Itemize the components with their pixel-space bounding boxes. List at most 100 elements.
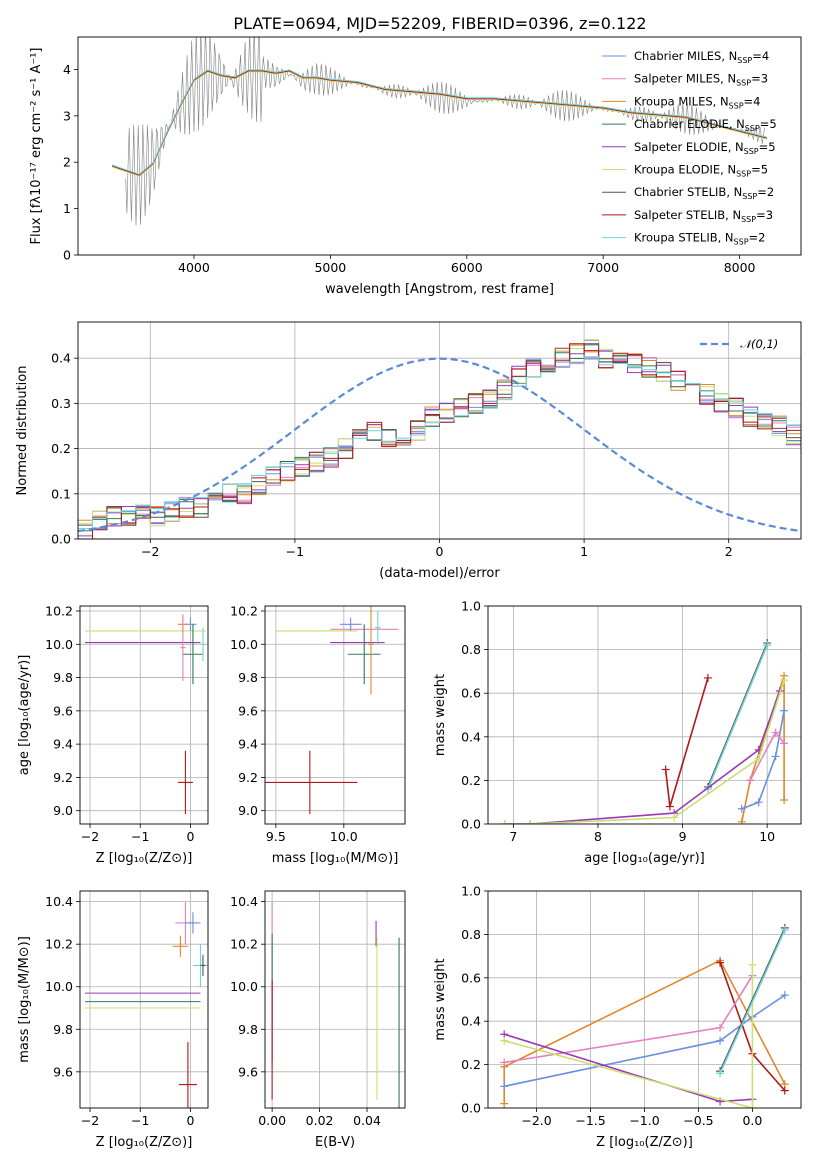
y-tick-label: 0.4 [461, 729, 481, 744]
panel-spectrum: 4000 5000 6000 7000 8000 0 1 2 3 4 Chabrier MILES,… [29, 36, 802, 297]
gaussian-curve [78, 357, 801, 533]
x-tick-label: 7000 [587, 260, 619, 275]
y-tick-label: 2 [63, 155, 71, 170]
y-tick-label: 0.0 [461, 817, 481, 832]
x-tick-label: 0.02 [306, 1113, 334, 1128]
x-axis-label: age [log₁₀(age/yr)] [584, 851, 705, 866]
legend-subscript: SSP [744, 147, 759, 156]
x-tick-label: 0 [186, 1113, 194, 1128]
x-tick-label: −2 [81, 829, 99, 844]
weight-marker [500, 1036, 509, 1045]
plot-area [111, 37, 768, 226]
weight-marker [670, 813, 679, 822]
y-axis-label: Normed distribution [15, 366, 30, 496]
weight-marker [716, 958, 725, 967]
y-tick-label: 9.8 [53, 1022, 73, 1037]
weight-marker [754, 798, 763, 807]
x-axis-label: mass [log₁₀(M/M⊙)] [272, 851, 399, 866]
y-axis-label: age [log₁₀(age/yr)] [17, 655, 32, 776]
x-tick-label: −1.0 [629, 1113, 659, 1128]
y-tick-label: 0.0 [51, 532, 71, 547]
y-tick-label: 1 [63, 201, 71, 216]
weight-marker [748, 960, 757, 969]
data-spectrum-line [125, 37, 765, 226]
panel-weight-vs-Z: −2.0 −1.5 −1.0 −0.5 0.0 0.0 0.2 0.4 0.6 0.8 1.0 Z [… [433, 884, 802, 1150]
x-tick-label: −1 [286, 544, 304, 559]
y-tick-label: 3 [63, 108, 71, 123]
legend-count: =3 [751, 72, 768, 86]
x-tick-label: 0.00 [258, 1113, 286, 1128]
x-tick-label: −0.5 [683, 1113, 713, 1128]
weight-marker [780, 706, 789, 715]
weight-line [719, 929, 786, 1074]
plot-area [265, 606, 405, 824]
weight-marker [780, 796, 789, 805]
y-tick-label: 9.2 [238, 770, 258, 785]
panel-age-vs-Z: −2 −1 0 9.0 9.2 9.4 9.6 9.8 10.0 10.2 Z [log₁₀(Z/Z… [17, 603, 209, 866]
axes-frame [77, 321, 802, 540]
weight-marker [748, 1104, 757, 1108]
legend-count: =5 [751, 163, 768, 177]
y-tick-label: 10.2 [230, 937, 258, 952]
y-tick-label: 9.4 [238, 737, 258, 752]
legend-label: Salpeter ELODIE, NSSP=5 [634, 140, 776, 156]
legend-label: Salpeter MILES, NSSP=3 [634, 72, 768, 88]
legend-count: =5 [759, 140, 776, 154]
legend-label: Kroupa MILES, NSSP=4 [634, 94, 760, 110]
plot-area [488, 891, 801, 1108]
legend-subscript: SSP [745, 124, 760, 133]
legend-count: =4 [752, 49, 769, 63]
weight-marker [703, 673, 712, 682]
weight-marker [780, 991, 789, 1000]
plot-area [488, 606, 801, 824]
y-tick-label: 10.2 [45, 603, 73, 618]
weight-marker [737, 817, 746, 824]
weight-line [504, 994, 786, 1088]
weight-line [707, 642, 768, 788]
y-axis-label: mass weight [433, 958, 448, 1040]
x-tick-label: 8000 [724, 260, 756, 275]
y-tick-label: 10.0 [230, 979, 258, 994]
y-tick-label: 9.8 [238, 670, 258, 685]
weight-marker [526, 820, 535, 824]
plot-area [80, 606, 208, 824]
y-tick-label: 10.4 [230, 894, 258, 909]
panel-mass-vs-Z: −2 −1 0 9.6 9.8 10.0 10.2 10.4 Z [log₁₀(Z/Z⊙)] ma… [17, 890, 209, 1150]
y-tick-label: 9.0 [238, 803, 258, 818]
y-tick-label: 9.6 [53, 1064, 73, 1079]
y-tick-label: 0.8 [461, 927, 481, 942]
weight-marker [665, 802, 674, 811]
legend-subscript: SSP [734, 238, 749, 247]
x-axis-label: Z [log₁₀(Z/Z⊙)] [96, 851, 193, 866]
weight-marker [500, 820, 509, 824]
plot-area [78, 322, 801, 539]
weight-marker [771, 752, 780, 761]
axes-frame [487, 605, 802, 825]
x-tick-label: 9.5 [266, 829, 286, 844]
x-tick-label: 0 [436, 544, 444, 559]
x-tick-label: 6000 [451, 260, 483, 275]
legend-label: Salpeter STELIB, NSSP=3 [634, 208, 773, 224]
y-tick-label: 10.4 [45, 894, 73, 909]
y-tick-label: 10.2 [45, 937, 73, 952]
panel-age-vs-mass: 9.5 10.0 9.0 9.2 9.4 9.6 9.8 10.0 10.2 mass [log₁… [230, 603, 406, 866]
legend-count: =5 [760, 117, 777, 131]
y-tick-label: 9.8 [53, 670, 73, 685]
axes-frame [264, 605, 406, 825]
weight-marker [500, 1082, 509, 1091]
plot-area [80, 891, 208, 1108]
panel-weight-vs-age: 7 8 9 10 0.0 0.2 0.4 0.6 0.8 1.0 age [log₁₀(age/yr… [433, 599, 802, 866]
weight-marker [780, 739, 789, 748]
x-tick-label: 0 [186, 829, 194, 844]
panel-residuals: −2 −1 0 1 2 0.0 0.1 0.2 0.3 0.4 𝒩(0,1) (data-model)… [15, 321, 802, 581]
x-tick-label: 1 [580, 544, 588, 559]
x-tick-label: 2 [725, 544, 733, 559]
weight-marker [763, 641, 772, 650]
panel-mass-vs-ebv: 0.00 0.02 0.04 9.6 9.8 10.0 10.2 10.4 E(B-V) [230, 890, 406, 1150]
y-tick-label: 9.8 [238, 1022, 258, 1037]
weight-marker [780, 926, 789, 935]
y-tick-label: 10.0 [230, 637, 258, 652]
y-tick-label: 9.6 [238, 1064, 258, 1079]
x-tick-label: −2 [141, 544, 159, 559]
x-tick-label: −2 [81, 1113, 99, 1128]
